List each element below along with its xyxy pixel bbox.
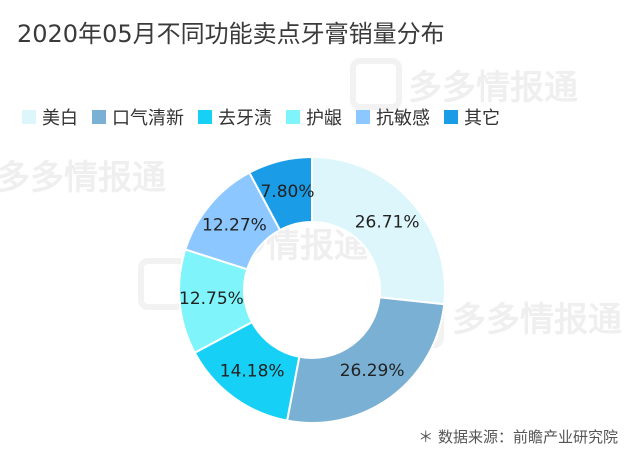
legend-item-fresh-breath: 口气清新 [92,104,184,130]
legend-swatch [356,110,370,124]
chart-legend: 美白 口气清新 去牙渍 护龈 抗敏感 其它 [22,104,514,130]
data-label-gum-care: 12.75% [179,289,244,309]
legend-item-whitening: 美白 [22,104,78,130]
legend-swatch [444,110,458,124]
legend-swatch [286,110,300,124]
legend-label: 去牙渍 [218,108,272,129]
donut-slice-whitening [311,155,446,306]
data-label-stain-removal: 14.18% [220,361,285,381]
chart-title: 2020年05月不同功能卖点牙膏销量分布 [17,20,445,48]
data-label-whitening: 26.71% [355,213,420,233]
legend-label: 口气清新 [112,108,184,129]
legend-swatch [198,110,212,124]
legend-swatch [92,110,106,124]
data-label-fresh-breath: 26.29% [340,361,405,381]
legend-label: 其它 [464,108,500,129]
legend-label: 美白 [42,108,78,129]
legend-item-stain-removal: 去牙渍 [198,104,272,130]
donut-slice-fresh-breath [285,296,446,424]
data-source-note: ＊ 数据来源：前瞻产业研究院 [418,428,618,446]
legend-swatch [22,110,36,124]
donut-slice-other [248,155,313,232]
data-label-other: 7.80% [260,182,314,202]
legend-label: 护龈 [306,108,342,129]
legend-label: 抗敏感 [376,108,430,129]
legend-item-gum-care: 护龈 [286,104,342,130]
legend-item-anti-sensitivity: 抗敏感 [356,104,430,130]
data-label-anti-sensitivity: 12.27% [202,215,267,235]
legend-item-other: 其它 [444,104,500,130]
